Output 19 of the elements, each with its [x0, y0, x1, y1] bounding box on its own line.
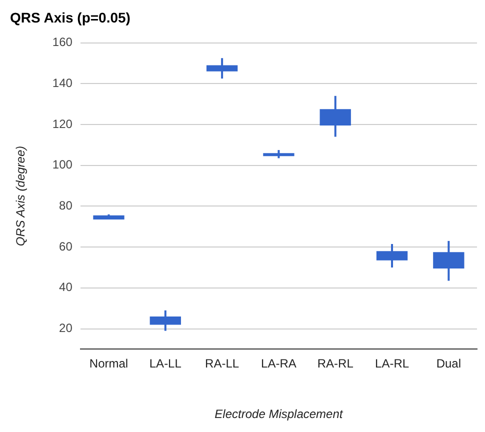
y-axis-title: QRS Axis (degree): [14, 146, 28, 246]
x-tick-label: Dual: [436, 356, 462, 371]
y-tick-label: 160: [52, 35, 73, 50]
y-tick-label: 80: [59, 198, 73, 213]
y-tick-label: 100: [52, 158, 73, 172]
y-tick-label: 60: [59, 239, 73, 254]
y-tick-label: 140: [52, 76, 73, 90]
x-tick-label: RA-LL: [205, 356, 240, 371]
x-tick-label: LA-RA: [261, 356, 296, 371]
y-tick-label: 40: [59, 280, 73, 294]
x-tick-label: LA-RL: [375, 356, 410, 371]
y-tick-label: 120: [52, 116, 73, 131]
candlestick: [206, 57, 238, 80]
x-axis-title: Electrode Misplacement: [214, 407, 344, 422]
x-tick-label: Normal: [89, 356, 128, 371]
x-tick-label: RA-RL: [317, 356, 354, 371]
chart-title: QRS Axis (p=0.05): [10, 9, 130, 26]
x-tick-label: LA-LL: [149, 356, 182, 371]
y-tick-label: 20: [59, 321, 73, 336]
